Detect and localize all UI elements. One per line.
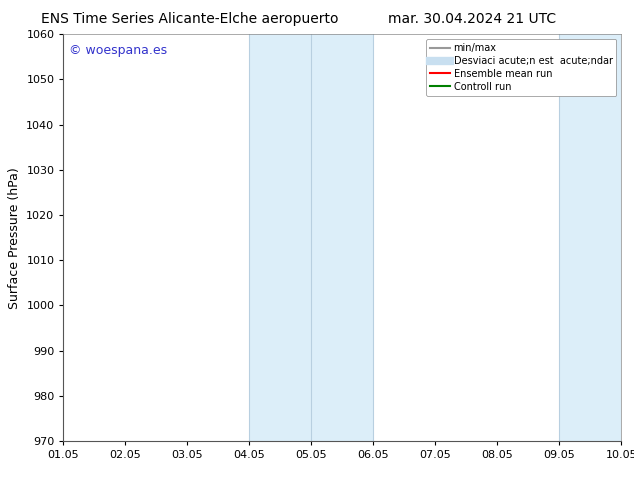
Legend: min/max, Desviaci acute;n est  acute;ndar, Ensemble mean run, Controll run: min/max, Desviaci acute;n est acute;ndar… (426, 39, 616, 96)
Bar (559, 34, 621, 441)
Text: ENS Time Series Alicante-Elche aeropuerto: ENS Time Series Alicante-Elche aeropuert… (41, 12, 339, 26)
Bar (621, 34, 634, 441)
Bar (249, 34, 311, 441)
Text: mar. 30.04.2024 21 UTC: mar. 30.04.2024 21 UTC (388, 12, 557, 26)
Text: © woespana.es: © woespana.es (69, 45, 167, 57)
Y-axis label: Surface Pressure (hPa): Surface Pressure (hPa) (8, 167, 21, 309)
Bar (311, 34, 373, 441)
